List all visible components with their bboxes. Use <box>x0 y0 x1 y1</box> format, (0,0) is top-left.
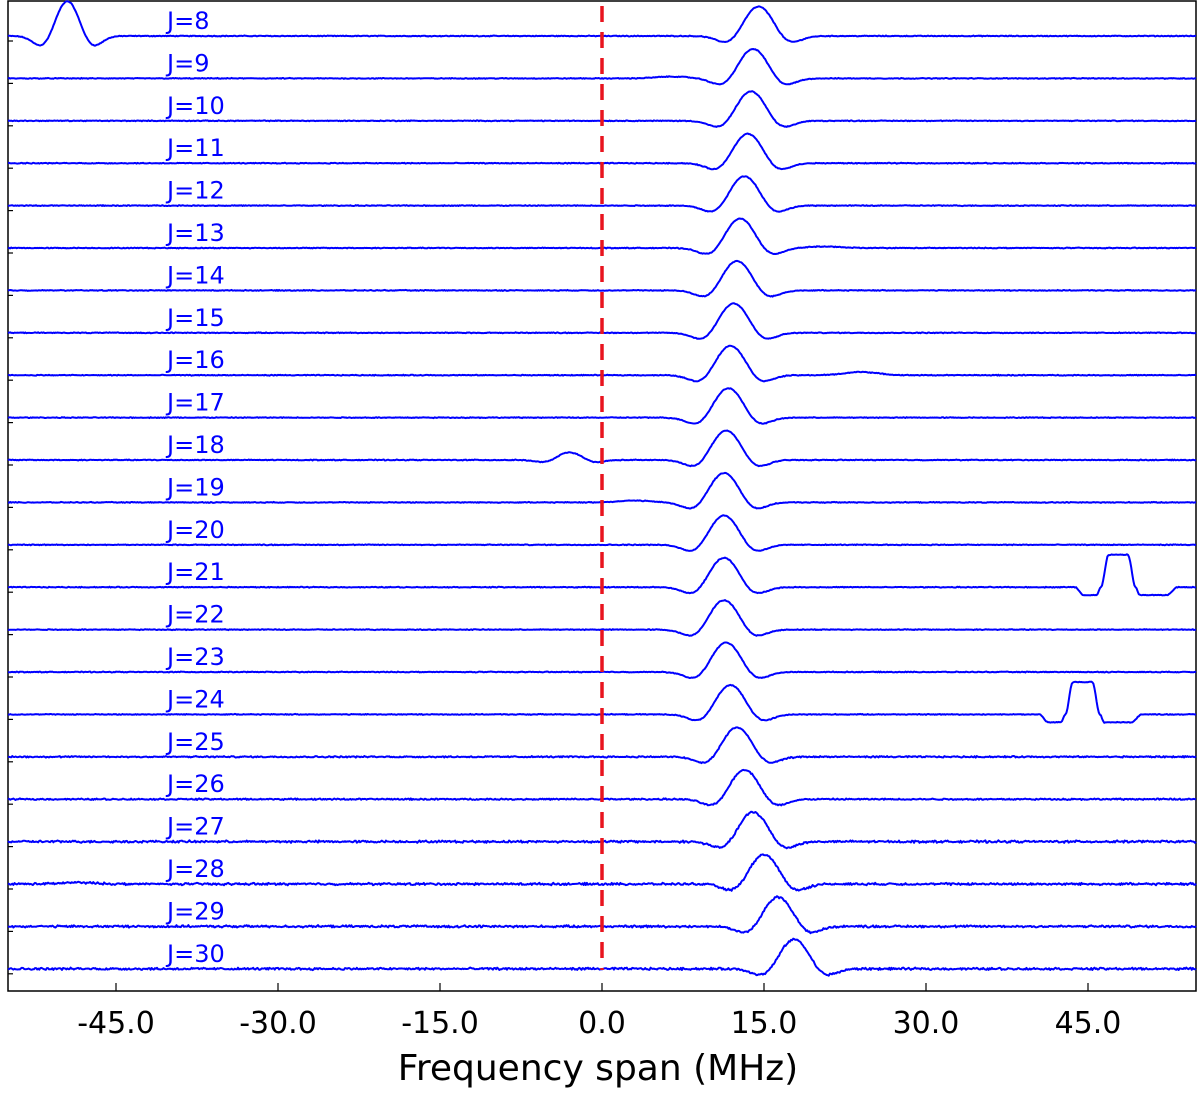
series-label-j-30: J=30 <box>165 940 225 968</box>
x-tick-label: 45.0 <box>1055 1006 1122 1041</box>
series-label-j-18: J=18 <box>165 431 225 459</box>
trace-j-25 <box>7 726 1197 765</box>
trace-j-28 <box>7 853 1197 892</box>
series-label-j-22: J=22 <box>165 601 225 629</box>
x-axis-label: Frequency span (MHz) <box>398 1048 798 1089</box>
series-label-j-27: J=27 <box>165 813 225 841</box>
series-label-j-25: J=25 <box>165 728 225 756</box>
series-label-j-21: J=21 <box>165 558 225 586</box>
series-label-j-29: J=29 <box>165 897 225 925</box>
trace-j-22 <box>7 599 1196 637</box>
series-label-j-20: J=20 <box>165 516 225 544</box>
trace-j-12 <box>7 175 1197 213</box>
series-label-j-28: J=28 <box>165 855 225 883</box>
trace-j-20 <box>7 514 1197 552</box>
series-label-j-16: J=16 <box>165 346 225 374</box>
x-ticks-layer: -45.0 -30.0 -15.0 0.0 15.0 30.0 45.0 <box>77 983 1121 1041</box>
x-tick-label: 30.0 <box>893 1006 960 1041</box>
x-tick-label: -30.0 <box>239 1006 317 1041</box>
series-label-j-26: J=26 <box>165 770 225 798</box>
y-ticks-layer <box>8 40 13 975</box>
series-label-j-8: J=8 <box>165 7 209 35</box>
series-label-j-24: J=24 <box>165 685 225 713</box>
trace-j-17 <box>7 387 1197 425</box>
x-tick-label: -45.0 <box>77 1006 155 1041</box>
x-tick-label: -15.0 <box>401 1006 479 1041</box>
series-label-j-9: J=9 <box>165 49 209 77</box>
trace-j-9 <box>7 48 1197 86</box>
x-tick-label: 0.0 <box>578 1006 626 1041</box>
series-label-j-14: J=14 <box>165 261 225 289</box>
series-label-j-11: J=11 <box>165 134 225 162</box>
series-label-j-17: J=17 <box>165 389 225 417</box>
series-label-j-23: J=23 <box>165 643 225 671</box>
series-labels-layer: J=8 J=9 J=10 J=11 J=12 J=13 J=14 J=15 J=16 J=17 J=… <box>165 7 225 968</box>
series-label-j-15: J=15 <box>165 304 225 332</box>
x-tick-label: 15.0 <box>731 1006 798 1041</box>
series-label-j-19: J=19 <box>165 473 225 501</box>
series-label-j-13: J=13 <box>165 219 225 247</box>
trace-j-14 <box>7 259 1197 298</box>
series-label-j-12: J=12 <box>165 177 225 205</box>
series-label-j-10: J=10 <box>165 92 225 120</box>
